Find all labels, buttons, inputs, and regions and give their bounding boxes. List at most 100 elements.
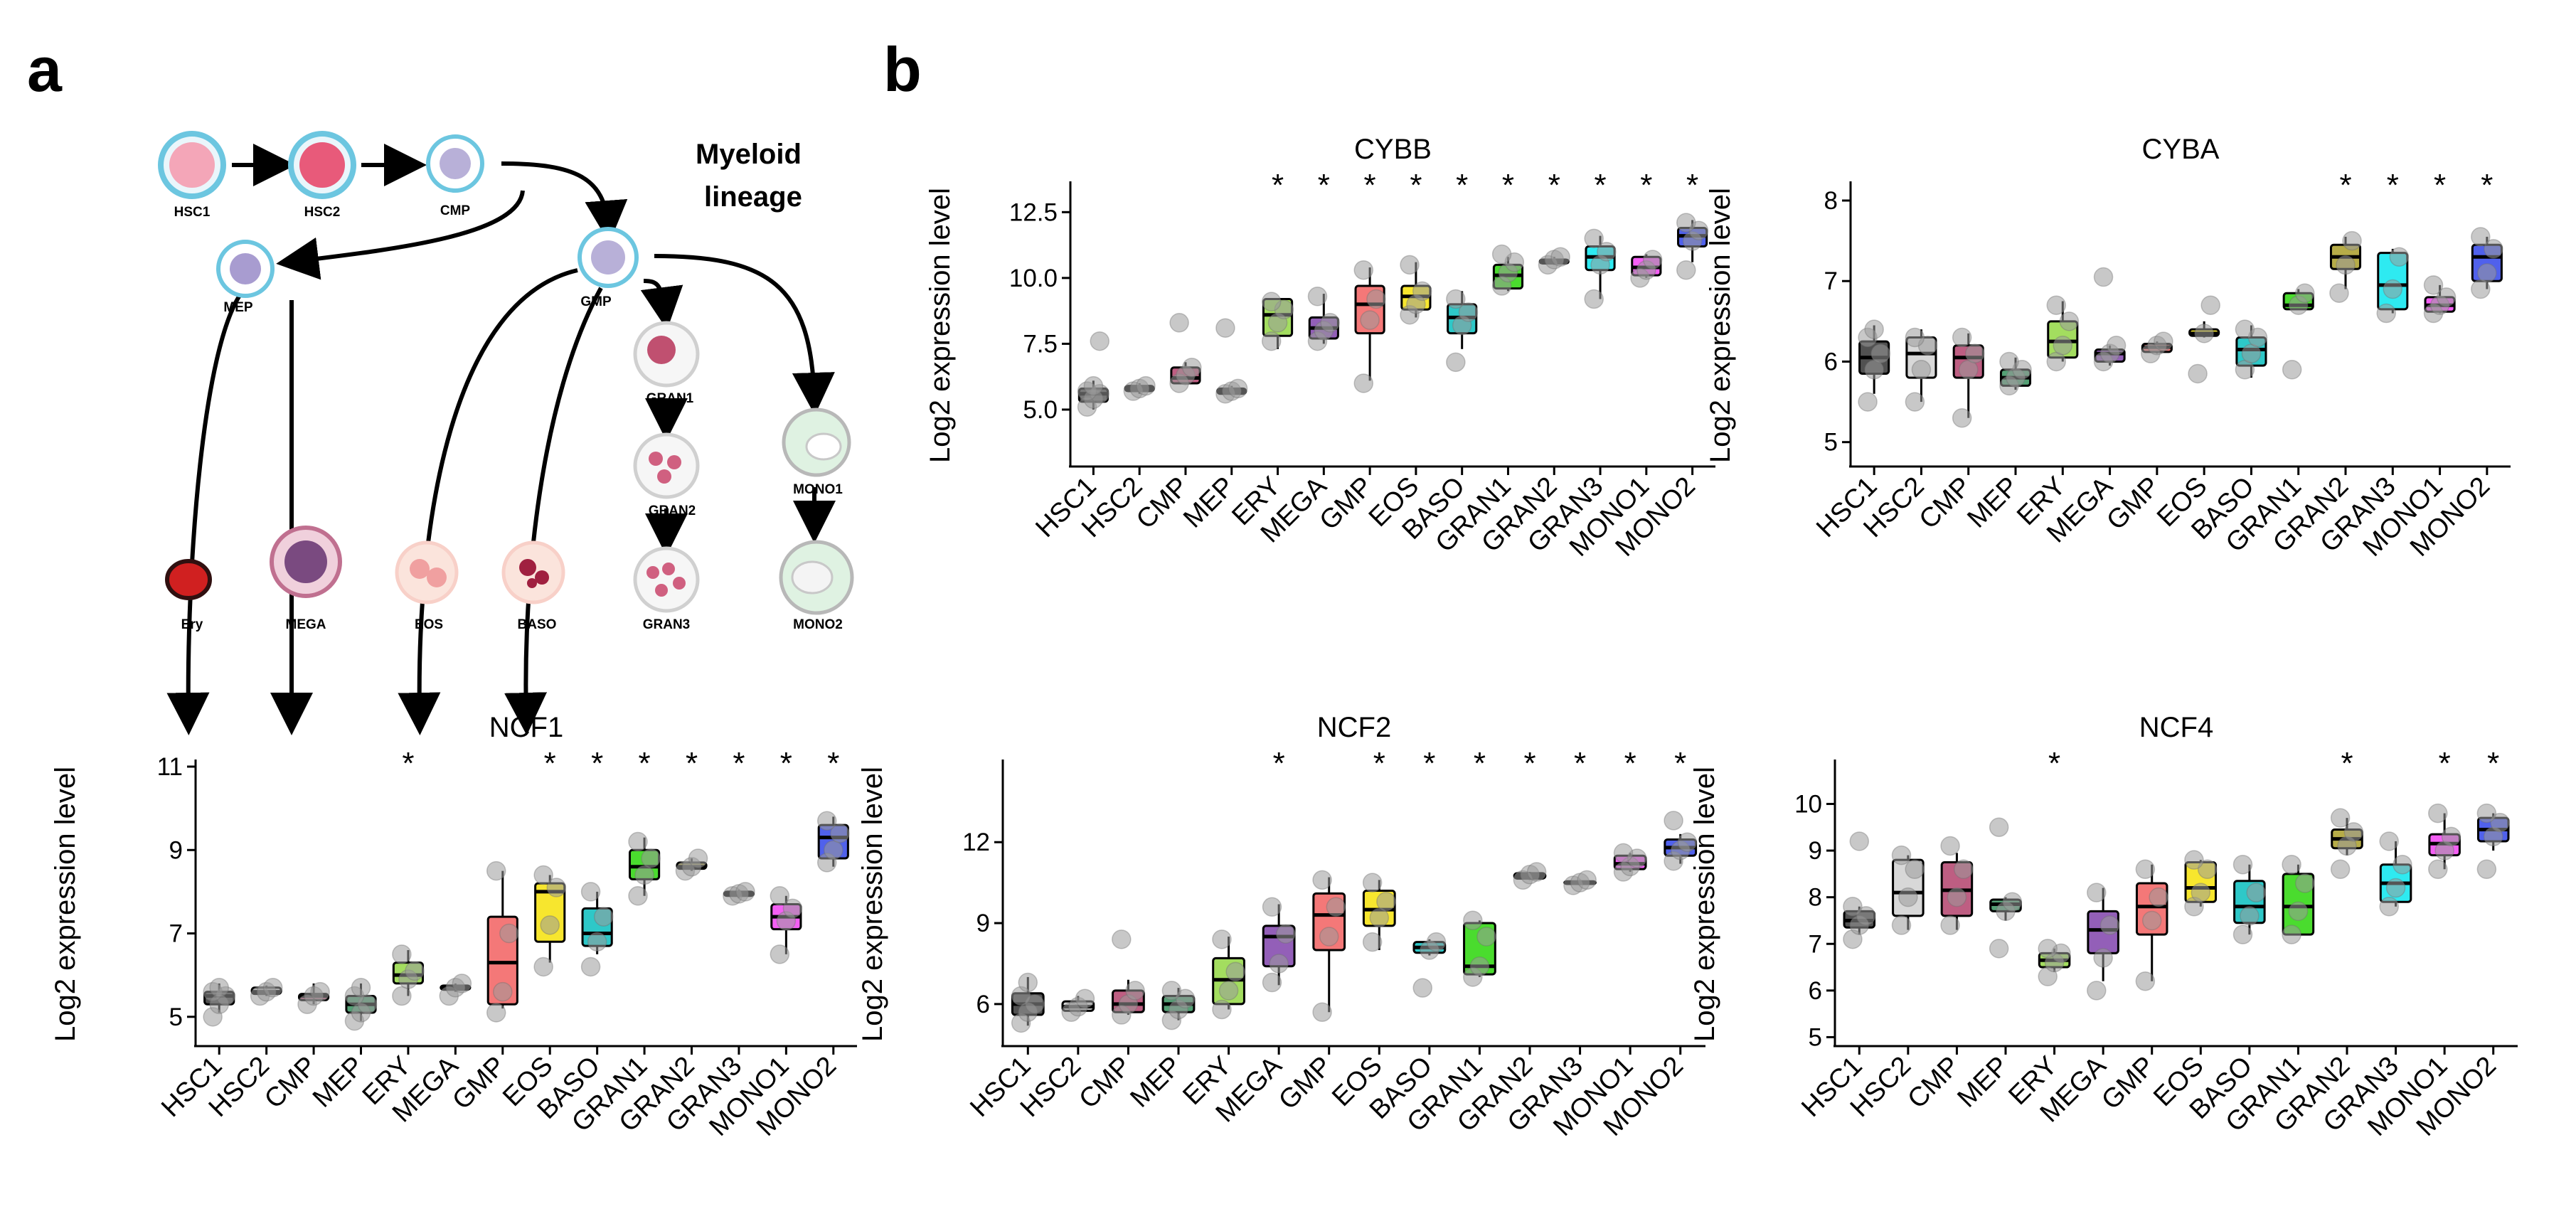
data-point	[1870, 343, 1890, 363]
data-point	[1446, 352, 1466, 373]
data-point	[2342, 230, 2362, 251]
baso-granule-1	[519, 559, 536, 576]
data-point	[262, 978, 283, 998]
data-point	[2295, 283, 2315, 303]
data-point	[1642, 250, 1663, 270]
ncf2-xtick-label-gmp: GMP	[1273, 1051, 1338, 1116]
ncf1-box-gran2	[675, 848, 708, 881]
data-point	[2383, 279, 2403, 299]
ncf4-ylabel: Log2 expression level	[1689, 767, 1720, 1042]
data-point	[1276, 924, 1296, 944]
data-point	[1362, 873, 1383, 892]
ncf4-xtick-label-mep: MEP	[1952, 1051, 2014, 1114]
data-point	[1676, 260, 1696, 280]
panel-a: a Myeloid lineage HSC1 H	[27, 34, 854, 735]
ncf4-box-hsc1	[1843, 831, 1876, 949]
cybb-box-mep	[1215, 318, 1248, 404]
data-point	[1947, 887, 1967, 907]
cyba-xtick-label-mep: MEP	[1962, 471, 2024, 534]
data-point	[1125, 981, 1145, 1001]
ncf2-box-gmp	[1312, 870, 1346, 1023]
data-point	[1864, 360, 1884, 380]
data-point	[1426, 932, 1447, 952]
data-point	[2441, 826, 2461, 847]
gran2-lobe-3	[657, 469, 671, 484]
gran3-membrane	[633, 546, 700, 613]
ncf1-ylabel: Log2 expression level	[50, 767, 81, 1042]
data-point	[2436, 287, 2457, 307]
ncf1-sig-star-ery: *	[402, 746, 414, 781]
data-point	[1261, 292, 1282, 311]
data-point	[587, 932, 607, 952]
data-point	[2059, 311, 2080, 331]
cell-gran1: GRAN1	[633, 321, 700, 406]
data-point	[824, 840, 843, 860]
data-point	[1312, 870, 1332, 890]
gran1-nucleus	[647, 336, 676, 364]
data-point	[2038, 939, 2058, 959]
cybb-title: CYBB	[1354, 134, 1432, 165]
ncf2-box-baso	[1412, 932, 1447, 998]
ncf2-box-hsc1	[1011, 972, 1045, 1033]
data-point	[2087, 981, 2107, 1001]
data-point	[2330, 808, 2351, 828]
cell-label-mono1: MONO1	[793, 482, 843, 497]
data-point	[1965, 343, 1985, 363]
cell-label-mono2: MONO2	[793, 617, 843, 632]
data-point	[1075, 988, 1095, 1009]
cyba-box-eos	[2188, 295, 2220, 384]
ncf1-box-mep	[344, 978, 378, 1031]
ncf2-box-eos	[1362, 873, 1396, 952]
cell-gran2: GRAN2	[633, 432, 700, 518]
ncf1-box-hsc2	[250, 978, 283, 1006]
data-point	[1940, 915, 1960, 935]
cyba-ytick-label: 6	[1824, 348, 1838, 375]
lineage-title-line2: lineage	[704, 181, 802, 213]
lineage-title-line1: Myeloid	[696, 139, 802, 170]
cyba-box-gmp	[2141, 331, 2173, 363]
cybb-box-eos	[1400, 255, 1432, 325]
cybb-sig-star-baso: *	[1456, 168, 1468, 203]
ncf1-xtick-label-cmp: CMP	[259, 1051, 322, 1114]
ncf1-box-ery	[392, 944, 425, 1006]
ncf2-box-mep	[1161, 981, 1196, 1030]
data-point	[2093, 267, 2114, 287]
data-point	[2471, 279, 2491, 299]
ncf2-sig-star-gran3: *	[1574, 746, 1586, 781]
data-point	[628, 831, 648, 852]
ncf2-box-hsc2	[1061, 988, 1095, 1023]
arrow-cmp-gmp	[501, 161, 628, 243]
data-point	[2200, 295, 2220, 315]
cell-label-gran1: GRAN1	[646, 391, 694, 406]
cybb-box-gran1	[1491, 244, 1525, 296]
ncf1-box-mono2	[816, 811, 850, 873]
data-point	[1212, 999, 1232, 1020]
cybb-box-mega	[1307, 287, 1340, 351]
cmp-nucleus	[440, 148, 471, 179]
ncf1-sig-star-mono1: *	[780, 746, 792, 781]
cyba-xtick-label-gmp: GMP	[2101, 471, 2166, 536]
data-point	[392, 944, 412, 964]
ncf4-xtick-label-cmp: CMP	[1902, 1051, 1965, 1114]
data-point	[1307, 287, 1328, 307]
panel-b-letter: b	[883, 34, 922, 105]
ncf4-sig-star-ery: *	[2048, 746, 2060, 781]
data-point	[546, 878, 567, 897]
cybb-sig-star-gmp: *	[1364, 168, 1376, 203]
data-point	[1550, 247, 1570, 267]
cyba-sig-star-gran3: *	[2387, 168, 2399, 203]
data-point	[1677, 832, 1698, 852]
data-point	[1476, 927, 1496, 947]
cybb-sig-star-mega: *	[1318, 168, 1330, 203]
data-point	[1905, 392, 1925, 412]
data-point	[1320, 313, 1340, 333]
data-point	[1458, 302, 1479, 322]
ncf4-ytick-label: 6	[1809, 977, 1822, 1005]
data-point	[688, 848, 708, 868]
cyba-ytick-label: 7	[1824, 267, 1838, 295]
ncf2-sig-star-mono2: *	[1674, 746, 1686, 781]
cybb-xtick-label-cmp: CMP	[1131, 471, 1194, 535]
data-point	[1412, 978, 1432, 998]
